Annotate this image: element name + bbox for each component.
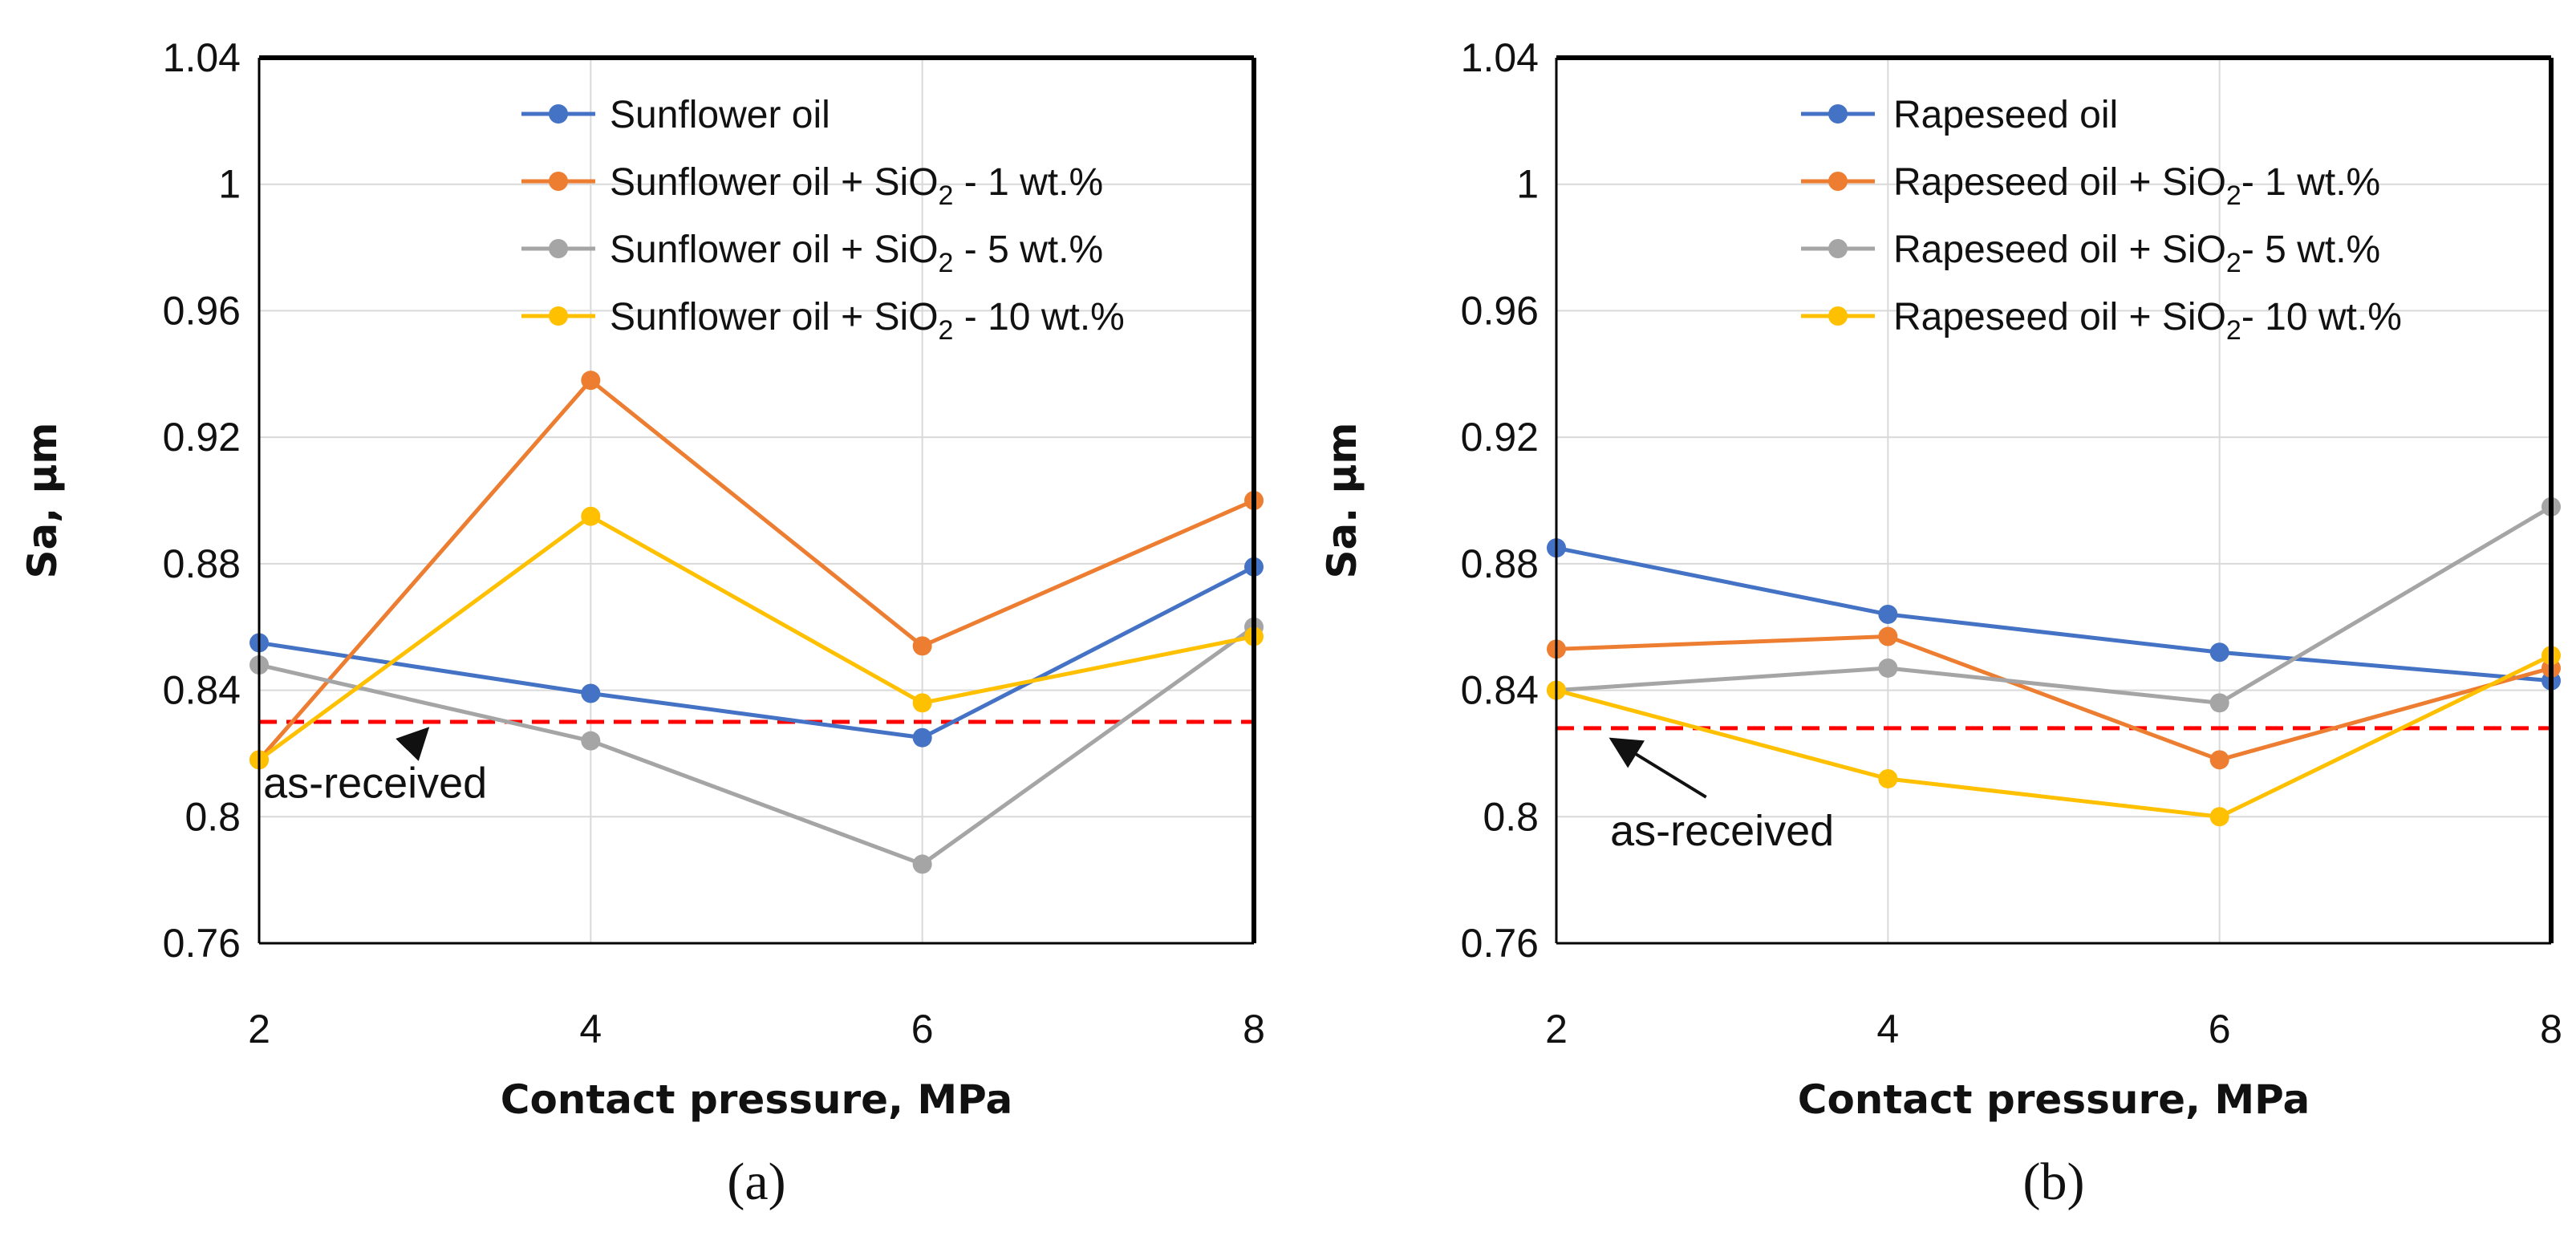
panel-a-label: (a)	[727, 1153, 785, 1211]
panel-b-plot-area	[1556, 58, 2551, 943]
panel-b-x-tick-label: 6	[2209, 1007, 2231, 1052]
panel-a-x-axis-title: Contact pressure, MPa	[501, 1076, 1012, 1123]
panel-b-y-tick-label: 0.76	[1461, 921, 1539, 966]
panel-b-series-1-point	[1878, 604, 1898, 624]
panel-a-x-tick-label: 2	[248, 1007, 270, 1052]
panel-a-as-received-arrow	[396, 727, 430, 761]
panel-a-series-1-point	[912, 727, 932, 748]
panel-b-y-tick-label: 0.92	[1461, 415, 1539, 460]
legend-text-suffix: - 10 wt.%	[953, 296, 1124, 338]
panel-b-series-line-1	[1556, 545, 2552, 683]
legend-text-subscript: 2	[2226, 248, 2241, 278]
panel-b-x-tick-label: 4	[1876, 1007, 1899, 1052]
panel-a-y-tick-label: 0.92	[163, 415, 241, 460]
panel-a-legend-swatch-marker	[549, 104, 568, 124]
panel-a-series-1-point	[581, 683, 601, 703]
panel-b-x-tick-label: 8	[2540, 1007, 2562, 1052]
legend-text-suffix: - 1 wt.%	[953, 161, 1103, 204]
panel-b-x-tick-label: 2	[1545, 1007, 1568, 1052]
panel-b-series-2-point	[2209, 750, 2229, 770]
panel-b-series-4-point	[2209, 807, 2229, 827]
panel-b-y-tick-label: 1.04	[1461, 35, 1539, 80]
panel-a-y-tick-label: 0.88	[163, 541, 241, 586]
panel-a-series-3-point	[581, 731, 601, 751]
panel-b-as-received-arrow	[1608, 737, 1707, 799]
legend-text-main: Rapeseed oil + SiO	[1893, 229, 2226, 271]
panel-a-x-tick-label: 6	[911, 1007, 934, 1052]
panel-a-y-tick-label: 1.04	[163, 35, 241, 80]
panel-a-plot-area	[259, 58, 1254, 943]
panel-b-chart: 0.76 0.8 0.84 0.88 0.92 0.96 1 1.04 2 4 6 8 Contact …	[1319, 35, 2562, 1211]
panel-b-legend-swatch-marker	[1828, 239, 1848, 258]
panel-b-legend-entry-2: Rapeseed oil + SiO2- 1 wt.%	[1893, 161, 2380, 211]
panel-a-legend-swatch-marker	[549, 306, 568, 326]
panel-b-as-received-label: as-received	[1610, 807, 1834, 855]
legend-text-main: Rapeseed oil	[1893, 94, 2118, 136]
panel-a-y-tick-label: 0.8	[185, 794, 241, 839]
panel-b-y-tick-label: 0.88	[1461, 541, 1539, 586]
panel-b-legend-entry-1: Rapeseed oil	[1893, 94, 2118, 136]
legend-text-main: Sunflower oil + SiO	[610, 161, 939, 204]
panel-a-legend-swatch-marker	[549, 239, 568, 258]
panel-a-series-2-point	[581, 371, 601, 391]
panel-a-y-axis-title: Sa, μm	[19, 422, 66, 578]
panel-b-legend-entry-4: Rapeseed oil + SiO2- 10 wt.%	[1893, 296, 2402, 346]
panel-a-series-line-4	[258, 514, 1255, 762]
panel-a-series-2-point	[912, 636, 932, 656]
panel-a-y-tick-label: 0.84	[163, 668, 241, 713]
legend-text-subscript: 2	[2226, 180, 2241, 211]
panel-a-series-4-point	[581, 506, 601, 526]
panel-a-series-3-point	[912, 854, 932, 874]
legend-text-main: Rapeseed oil + SiO	[1893, 161, 2226, 204]
panel-b-series-line-2	[1556, 634, 2552, 762]
legend-text-main: Sunflower oil + SiO	[610, 229, 939, 271]
panel-b-series-4-point	[1878, 768, 1898, 788]
panel-b-series-line-4	[1556, 653, 2553, 819]
legend-text-main: Sunflower oil + SiO	[610, 296, 939, 338]
panel-a-series-line-1	[258, 565, 1256, 740]
panel-a-series-line-2	[258, 378, 1256, 761]
panel-a-legend-entry-3: Sunflower oil + SiO2 - 5 wt.%	[610, 229, 1103, 278]
panel-a-y-tick-label: 0.96	[163, 288, 241, 333]
panel-b-series-line-3	[1556, 505, 2553, 705]
panel-b-series-2-point	[1878, 626, 1898, 646]
panel-b-series-3-point	[1878, 658, 1898, 678]
legend-text-subscript: 2	[939, 315, 954, 346]
legend-text-suffix: - 5 wt.%	[2241, 229, 2380, 271]
panel-a-as-received-label: as-received	[263, 760, 487, 808]
panel-b-legend-swatch-marker	[1828, 172, 1848, 191]
panel-b-legend-swatch-marker	[1828, 306, 1848, 326]
panel-b-series-3-point	[2209, 693, 2229, 713]
panel-a-x-tick-label: 4	[579, 1007, 602, 1052]
legend-text-main: Sunflower oil	[610, 94, 830, 136]
legend-text-suffix: - 1 wt.%	[2241, 161, 2380, 204]
panel-a-chart: 0.76 0.8 0.84 0.88 0.92 0.96 1 1.04 2 4 6 8 Contact …	[19, 35, 1265, 1211]
panel-a-legend-entry-4: Sunflower oil + SiO2 - 10 wt.%	[610, 296, 1125, 346]
legend-text-suffix: - 5 wt.%	[953, 229, 1103, 271]
panel-b-y-axis-title: Sa. μm	[1319, 422, 1365, 578]
legend-text-suffix: - 10 wt.%	[2241, 296, 2402, 338]
panel-a-series-line-3	[258, 625, 1256, 866]
panel-b-y-tick-label: 0.96	[1461, 288, 1539, 333]
panel-a-y-tick-label: 1	[218, 162, 241, 207]
panel-b-x-axis-title: Contact pressure, MPa	[1798, 1076, 2310, 1123]
panel-b-legend-swatch-marker	[1828, 104, 1848, 124]
panel-a-legend-swatch-marker	[549, 172, 568, 191]
panel-b-y-tick-label: 1	[1516, 162, 1539, 207]
panel-b-label: (b)	[2023, 1153, 2085, 1211]
legend-text-subscript: 2	[939, 248, 954, 278]
panel-a-y-tick-label: 0.76	[163, 921, 241, 966]
panel-a-legend-entry-2: Sunflower oil + SiO2 - 1 wt.%	[610, 161, 1103, 211]
panel-a-series-4-point	[912, 693, 932, 713]
panel-b-legend-entry-3: Rapeseed oil + SiO2- 5 wt.%	[1893, 229, 2380, 278]
panel-b-series-1-point	[2209, 642, 2229, 663]
panel-b-y-tick-label: 0.84	[1461, 668, 1539, 713]
legend-text-main: Rapeseed oil + SiO	[1893, 296, 2226, 338]
legend-text-subscript: 2	[939, 180, 954, 211]
legend-text-subscript: 2	[2226, 315, 2241, 346]
panel-a-legend-entry-1: Sunflower oil	[610, 94, 830, 136]
panel-b-y-tick-label: 0.8	[1483, 794, 1539, 839]
panel-a-x-tick-label: 8	[1243, 1007, 1265, 1052]
